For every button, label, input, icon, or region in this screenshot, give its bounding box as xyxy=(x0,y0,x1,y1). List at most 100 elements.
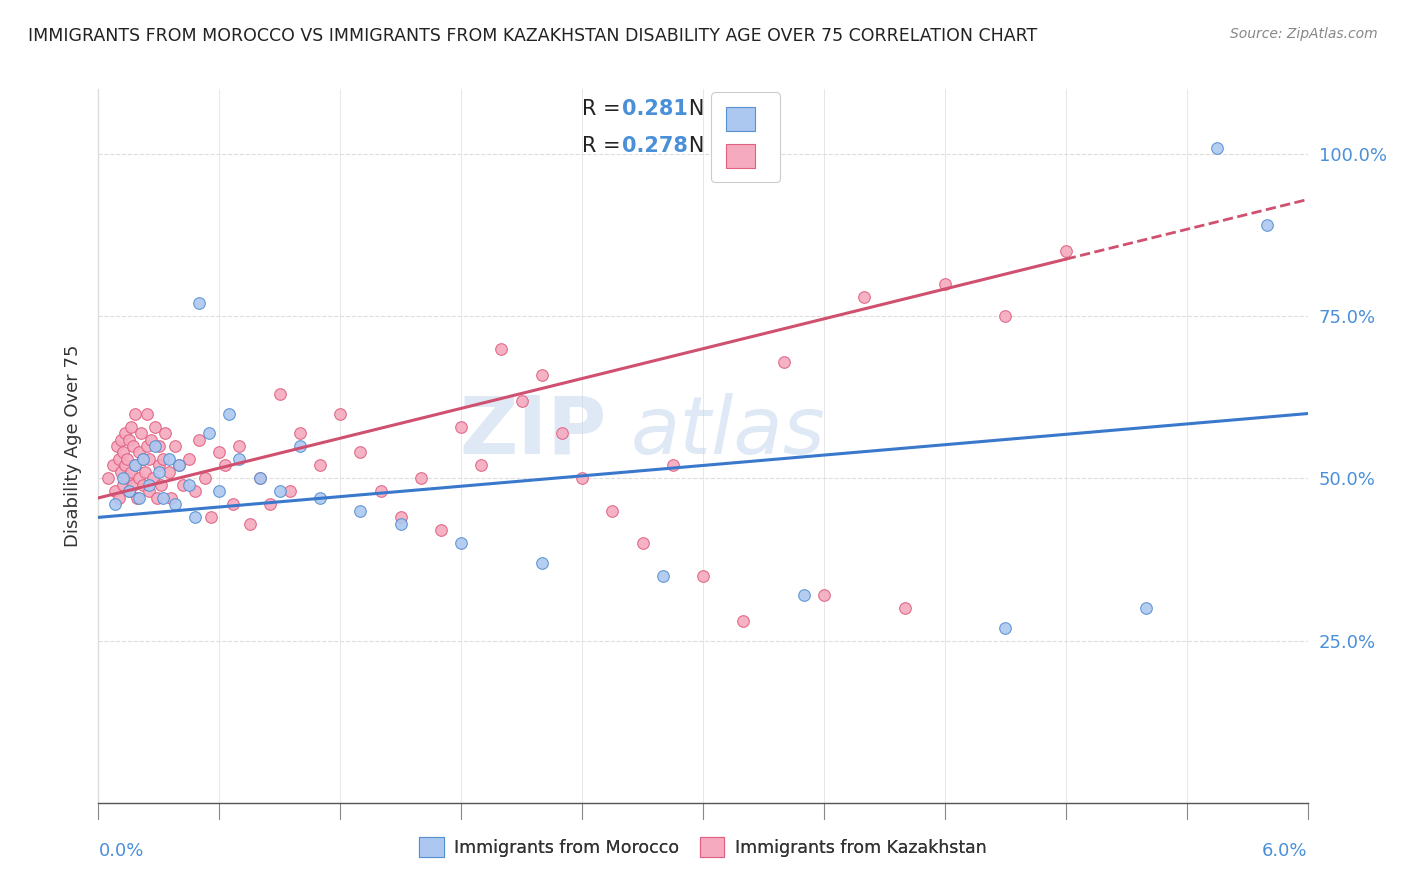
Point xyxy=(470,458,492,473)
Point xyxy=(218,407,240,421)
Point xyxy=(132,452,155,467)
Point xyxy=(772,354,794,368)
Point xyxy=(160,491,183,505)
Point xyxy=(214,458,236,473)
Point xyxy=(491,342,513,356)
Point xyxy=(111,471,134,485)
Text: 0.281: 0.281 xyxy=(621,99,688,120)
Point xyxy=(143,439,166,453)
Point xyxy=(389,516,412,531)
Point xyxy=(124,407,146,421)
Point xyxy=(184,510,207,524)
Point xyxy=(692,568,714,582)
Point xyxy=(733,614,755,628)
Point xyxy=(167,458,190,473)
Point xyxy=(530,556,553,570)
Point xyxy=(1135,601,1157,615)
Text: IMMIGRANTS FROM MOROCCO VS IMMIGRANTS FROM KAZAKHSTAN DISABILITY AGE OVER 75 COR: IMMIGRANTS FROM MOROCCO VS IMMIGRANTS FR… xyxy=(28,27,1038,45)
Point xyxy=(118,484,141,499)
Point xyxy=(450,536,472,550)
Point xyxy=(114,458,136,473)
Point xyxy=(138,484,160,499)
Point xyxy=(115,471,138,485)
Point xyxy=(118,433,141,447)
Point xyxy=(105,439,128,453)
Point xyxy=(121,439,143,453)
Point xyxy=(793,588,815,602)
Point xyxy=(157,452,180,467)
Point xyxy=(510,393,533,408)
Point xyxy=(110,433,132,447)
Point xyxy=(228,452,250,467)
Point xyxy=(249,471,271,485)
Y-axis label: Disability Age Over 75: Disability Age Over 75 xyxy=(63,344,82,548)
Text: N =: N = xyxy=(669,99,735,120)
Point xyxy=(148,465,170,479)
Point xyxy=(370,484,392,499)
Text: N =: N = xyxy=(669,136,735,156)
Point xyxy=(128,445,150,459)
Point xyxy=(135,407,157,421)
Point xyxy=(208,484,231,499)
Point xyxy=(134,465,156,479)
Point xyxy=(124,458,146,473)
Point xyxy=(278,484,301,499)
Point xyxy=(198,425,221,440)
Point xyxy=(107,452,129,467)
Point xyxy=(934,277,956,291)
Point xyxy=(661,458,683,473)
Point xyxy=(139,433,162,447)
Point xyxy=(222,497,245,511)
Point xyxy=(132,478,155,492)
Point xyxy=(259,497,281,511)
Point xyxy=(994,621,1017,635)
Text: Source: ZipAtlas.com: Source: ZipAtlas.com xyxy=(1230,27,1378,41)
Point xyxy=(152,491,174,505)
Text: R =: R = xyxy=(582,99,627,120)
Point xyxy=(1206,140,1229,154)
Point xyxy=(288,439,311,453)
Point xyxy=(239,516,262,531)
Point xyxy=(138,452,160,467)
Point xyxy=(188,433,211,447)
Point xyxy=(163,439,186,453)
Point xyxy=(651,568,673,582)
Point xyxy=(138,478,160,492)
Point xyxy=(153,425,176,440)
Point xyxy=(103,484,125,499)
Point xyxy=(269,387,291,401)
Point xyxy=(118,484,141,499)
Point xyxy=(132,452,155,467)
Point xyxy=(551,425,574,440)
Point xyxy=(409,471,432,485)
Point xyxy=(184,484,207,499)
Point xyxy=(893,601,915,615)
Point xyxy=(143,419,166,434)
Point xyxy=(148,458,170,473)
Point xyxy=(128,491,150,505)
Point xyxy=(115,452,138,467)
Point xyxy=(103,497,125,511)
Point xyxy=(157,465,180,479)
Point xyxy=(309,458,332,473)
Text: R =: R = xyxy=(582,136,627,156)
Text: 0.0%: 0.0% xyxy=(98,842,143,860)
Point xyxy=(152,452,174,467)
Point xyxy=(149,478,172,492)
Point xyxy=(571,471,593,485)
Point xyxy=(167,458,190,473)
Point xyxy=(200,510,222,524)
Point xyxy=(129,425,152,440)
Point xyxy=(194,471,217,485)
Point xyxy=(349,445,371,459)
Point xyxy=(125,491,148,505)
Point xyxy=(121,478,143,492)
Point xyxy=(228,439,250,453)
Text: 0.278: 0.278 xyxy=(621,136,688,156)
Point xyxy=(994,310,1017,324)
Text: 34: 34 xyxy=(717,99,747,120)
Point xyxy=(135,439,157,453)
Point xyxy=(114,425,136,440)
Point xyxy=(101,458,124,473)
Legend: Immigrants from Morocco, Immigrants from Kazakhstan: Immigrants from Morocco, Immigrants from… xyxy=(411,828,995,865)
